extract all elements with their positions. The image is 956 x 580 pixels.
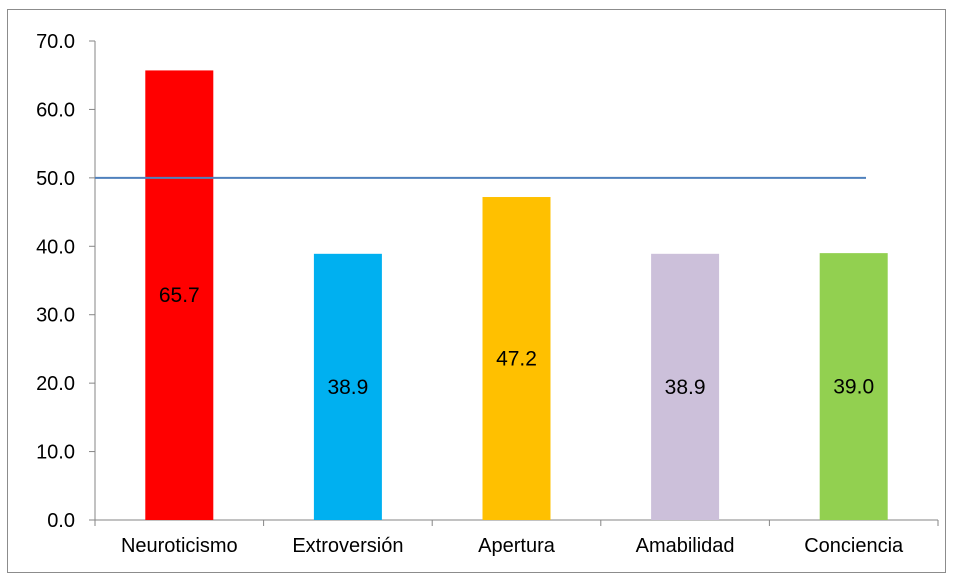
x-category-label: Extroversión	[292, 535, 403, 557]
y-tick-label: 70.0	[36, 31, 75, 53]
bar-extroversion	[313, 253, 382, 520]
x-category-label: Amabilidad	[636, 535, 735, 557]
x-category-label: Neuroticismo	[121, 535, 238, 557]
data-label: 38.9	[327, 376, 368, 399]
x-category-label: Apertura	[478, 535, 556, 557]
y-tick-label: 50.0	[36, 168, 75, 190]
data-label: 47.2	[496, 348, 537, 371]
data-label: 65.7	[159, 284, 200, 307]
bar-conciencia	[819, 253, 888, 520]
y-tick-label: 30.0	[36, 305, 75, 327]
data-label: 39.0	[833, 376, 874, 399]
data-label: 38.9	[665, 376, 706, 399]
y-tick-label: 0.0	[47, 510, 75, 532]
bar-amabilidad	[651, 253, 720, 520]
y-tick-label: 60.0	[36, 99, 75, 121]
bar-neuroticismo	[145, 70, 214, 520]
y-tick-label: 10.0	[36, 442, 75, 464]
bar-apertura	[482, 197, 551, 520]
y-tick-label: 20.0	[36, 373, 75, 395]
y-tick-label: 40.0	[36, 236, 75, 258]
x-category-label: Conciencia	[804, 535, 904, 557]
